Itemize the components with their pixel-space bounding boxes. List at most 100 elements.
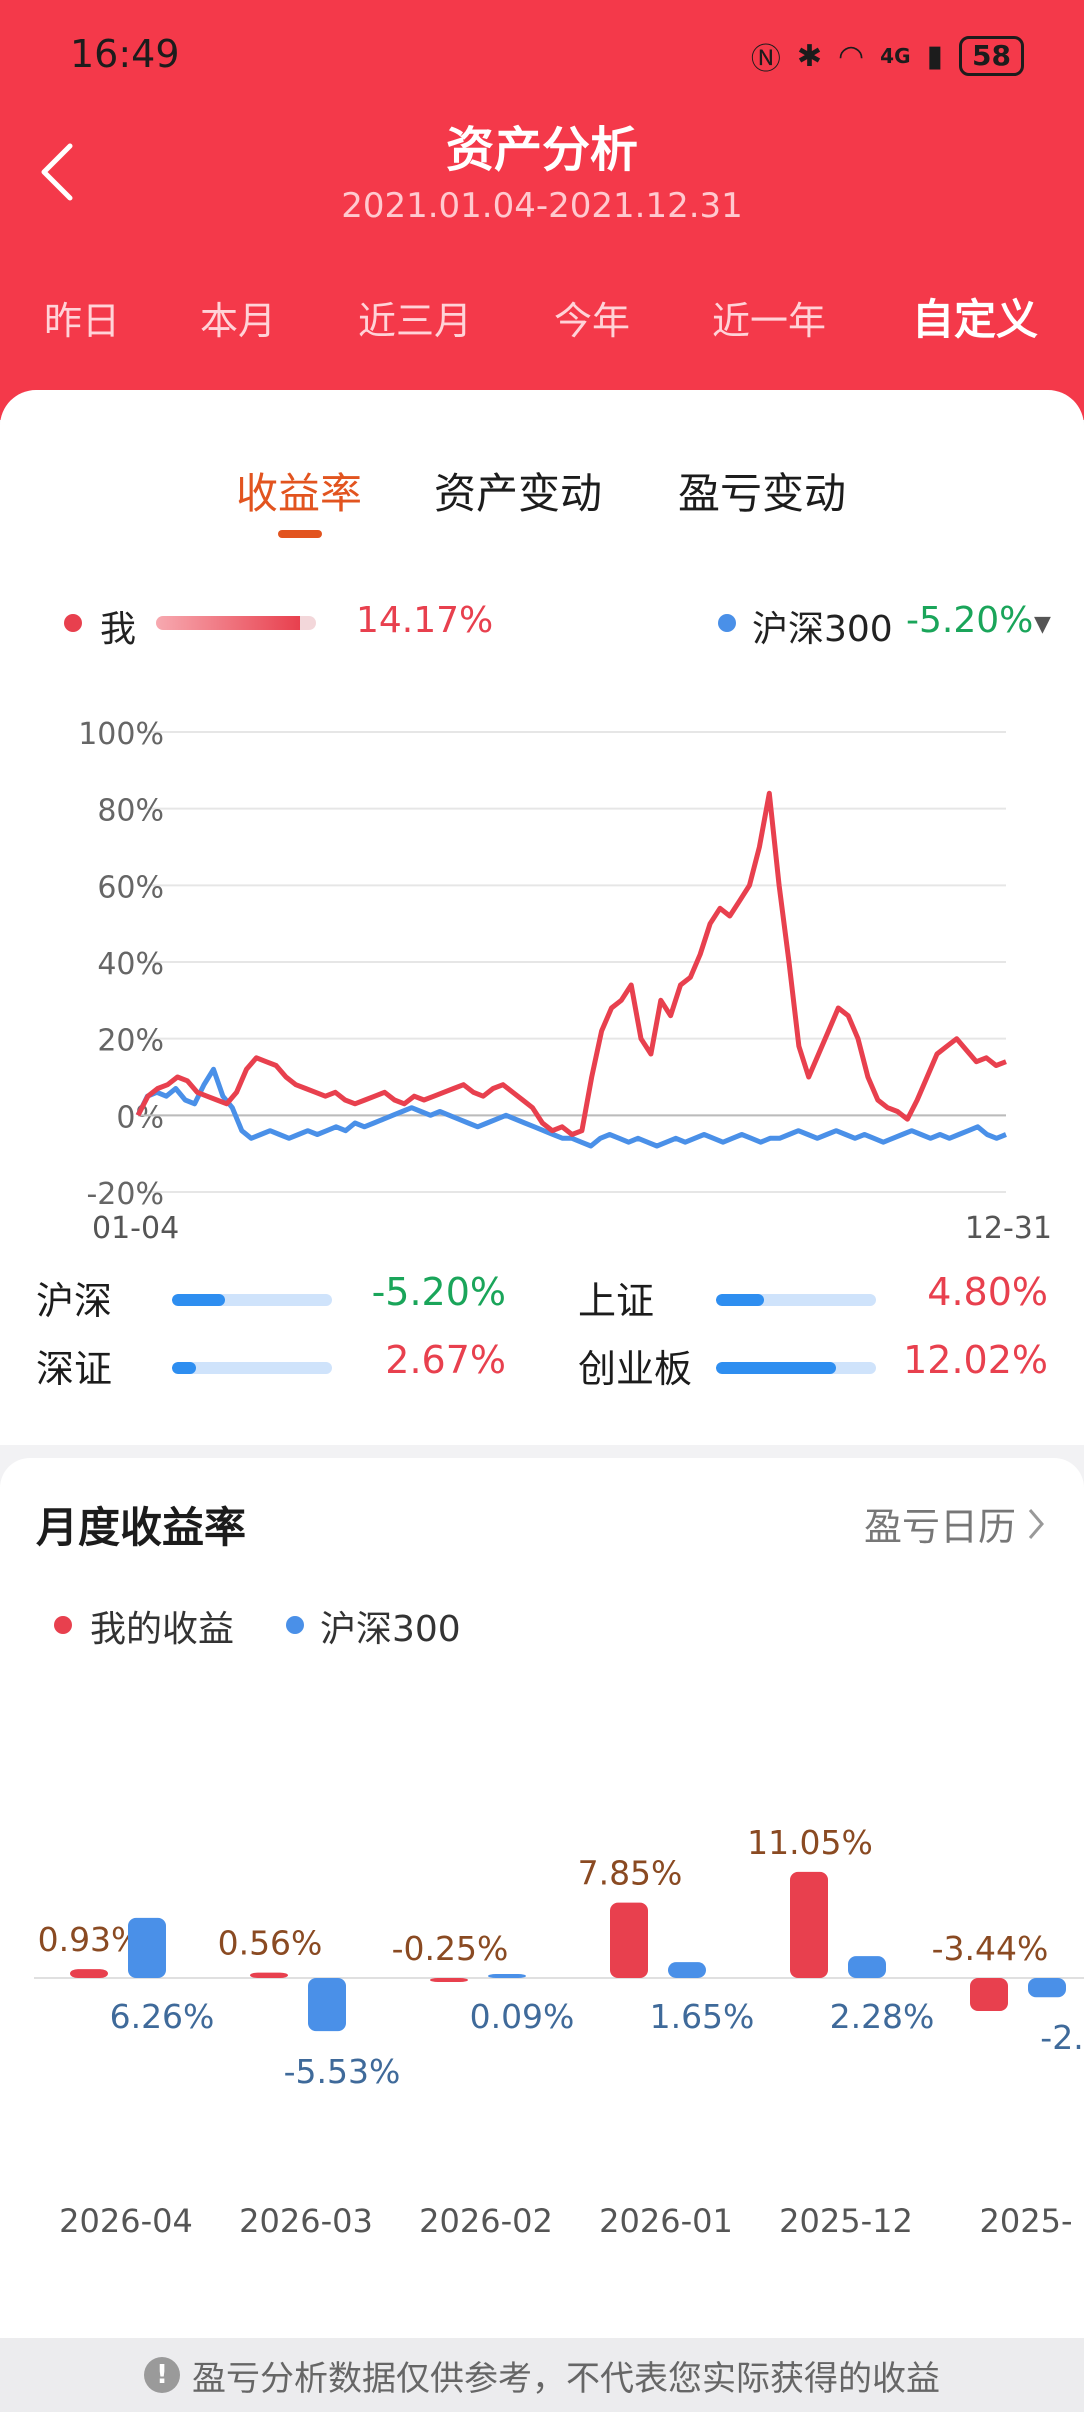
tab-three-months[interactable]: 近三月: [358, 299, 473, 343]
tab-profit-change[interactable]: 盈亏变动: [678, 469, 847, 518]
monthly-bar-chart: 2026-04 0.93% 6.26% 2026-03 0.56% -5.53% 2026-…: [34, 1823, 1084, 2240]
index-profit-label: 沪深300: [320, 1609, 461, 1650]
bar[interactable]: [668, 1962, 706, 1978]
y-tick-label: 60%: [97, 870, 164, 905]
wifi-icon: ◠: [837, 38, 865, 74]
back-icon[interactable]: [36, 140, 80, 204]
bar[interactable]: [70, 1969, 108, 1978]
bar[interactable]: [430, 1978, 468, 1982]
index-bar-chinext: [716, 1362, 876, 1374]
chart-legend: 我 14.17% 沪深300 -5.20% ▼: [0, 600, 1084, 650]
x-tick-label: 01-04: [92, 1211, 179, 1246]
header: 16:49 Ⓝ ✱ ◠ 4G ▮ 58 资产分析 2021.01.04-2021…: [0, 0, 1084, 420]
monthly-legend: 我的收益 沪深300: [0, 1600, 1084, 1650]
tab-asset-change[interactable]: 资产变动: [434, 469, 603, 518]
x-tick-label: 2026-04: [59, 2202, 193, 2240]
index-value-chinext: 12.02%: [903, 1338, 1048, 1382]
index-value-sz: 4.80%: [927, 1270, 1048, 1314]
data-label: 7.85%: [578, 1854, 683, 1893]
tab-custom[interactable]: 自定义: [912, 295, 1039, 344]
status-time: 16:49: [70, 32, 180, 76]
index-bar-fill-sz: [716, 1294, 764, 1306]
index-bar-fill-hs: [172, 1294, 225, 1306]
bar[interactable]: [790, 1871, 828, 1978]
tab-one-year[interactable]: 近一年: [712, 299, 827, 343]
data-label: 11.05%: [747, 1823, 873, 1862]
index-value-shenzhen: 2.67%: [385, 1338, 506, 1382]
tab-return-rate[interactable]: 收益率: [236, 469, 363, 518]
data-label: 1.65%: [650, 1997, 755, 2036]
page-title: 资产分析: [445, 122, 638, 178]
me-legend-bar: [156, 616, 316, 630]
monthly-title: 月度收益率: [36, 1503, 247, 1552]
data-label: 2.28%: [830, 1997, 935, 2036]
signal-icon: ▮: [926, 38, 944, 74]
series-line: [135, 790, 1007, 1137]
y-tick-label: 40%: [97, 947, 164, 982]
chevron-right-icon: [1028, 1508, 1044, 1539]
main-tabs: 收益率 资产变动 盈亏变动: [0, 460, 1084, 540]
profit-calendar-label: 盈亏日历: [863, 1505, 1016, 1549]
data-label: -2.: [1040, 2018, 1083, 2057]
network-icon: 4G: [880, 44, 911, 68]
monthly-card: 月度收益率 盈亏日历 我的收益 沪深300 2026-04 0.93% 6.26% 2…: [0, 1458, 1084, 2338]
date-range: 2021.01.04-2021.12.31: [341, 186, 743, 226]
disclaimer-text: 盈亏分析数据仅供参考，不代表您实际获得的收益: [192, 2358, 940, 2399]
profit-calendar-link[interactable]: 盈亏日历: [864, 1496, 1048, 1551]
return-line-chart: 100%80%60%40%20%0%-20%01-04 12-31: [78, 717, 1052, 1246]
tab-this-month[interactable]: 本月: [200, 299, 277, 343]
bar[interactable]: [1028, 1978, 1066, 1998]
index-name-hs: 沪深: [36, 1279, 113, 1323]
bluetooth-icon: ✱: [796, 38, 822, 74]
index-value-hs: -5.20%: [371, 1270, 506, 1314]
my-profit-label: 我的收益: [90, 1609, 235, 1650]
x-tick-label: 2025-: [980, 2202, 1073, 2240]
data-label: 0.56%: [218, 1924, 323, 1963]
bar[interactable]: [970, 1978, 1008, 2012]
index-name-chinext: 创业板: [578, 1347, 693, 1391]
return-card: 收益率 资产变动 盈亏变动 我 14.17% 沪深300 -5.20% ▼ 10…: [0, 390, 1084, 1445]
index-return-value: -5.20%: [906, 600, 1034, 641]
index-bar-hs: [172, 1294, 332, 1306]
me-legend-dot: [64, 614, 82, 632]
index-name-shenzhen: 深证: [36, 1347, 113, 1391]
index-bar-sz: [716, 1294, 876, 1306]
disclaimer-bar: ! 盈亏分析数据仅供参考，不代表您实际获得的收益: [0, 2338, 1084, 2412]
x-tick-label: 2026-01: [599, 2202, 733, 2240]
y-tick-label: -20%: [86, 1177, 164, 1212]
index-dropdown-icon[interactable]: ▼: [1034, 612, 1051, 637]
me-return-value: 14.17%: [356, 600, 494, 641]
index-legend-dot: [718, 614, 736, 632]
index-bar-fill-shenzhen: [172, 1362, 196, 1374]
data-label: 0.93%: [38, 1920, 143, 1959]
status-bar: 16:49 Ⓝ ✱ ◠ 4G ▮ 58: [70, 30, 1024, 80]
index-compare-grid: 沪深 -5.20% 上证 4.80% 深证 2.67% 创业板 12.02%: [0, 1270, 1084, 1430]
info-icon: !: [144, 2357, 180, 2393]
index-name-sz: 上证: [578, 1279, 655, 1323]
tab-yesterday[interactable]: 昨日: [44, 299, 121, 343]
me-legend-label: 我: [100, 609, 137, 650]
tab-underline: [278, 530, 322, 538]
index-profit-dot: [286, 1616, 304, 1634]
x-tick-label: 2026-03: [239, 2202, 373, 2240]
bar[interactable]: [610, 1902, 648, 1978]
y-tick-label: 80%: [97, 794, 164, 829]
y-tick-label: 100%: [78, 717, 164, 752]
bar[interactable]: [848, 1956, 886, 1978]
bar[interactable]: [250, 1972, 288, 1978]
status-icons: Ⓝ ✱ ◠ 4G ▮ 58: [751, 34, 1024, 78]
series-line: [135, 1066, 1007, 1149]
bar[interactable]: [128, 1917, 166, 1978]
data-label: -3.44%: [932, 1929, 1049, 1968]
y-tick-label: 20%: [97, 1024, 164, 1059]
x-tick-label: 2026-02: [419, 2202, 553, 2240]
x-tick-label: 12-31: [965, 1211, 1052, 1246]
tab-this-year[interactable]: 今年: [554, 299, 631, 343]
bar[interactable]: [488, 1974, 526, 1978]
nfc-icon: Ⓝ: [750, 42, 781, 77]
index-bar-fill-chinext: [716, 1362, 836, 1374]
bar[interactable]: [308, 1978, 346, 2032]
data-label: 6.26%: [110, 1997, 215, 2036]
data-label: 0.09%: [470, 1997, 575, 2036]
x-tick-label: 2025-12: [779, 2202, 913, 2240]
